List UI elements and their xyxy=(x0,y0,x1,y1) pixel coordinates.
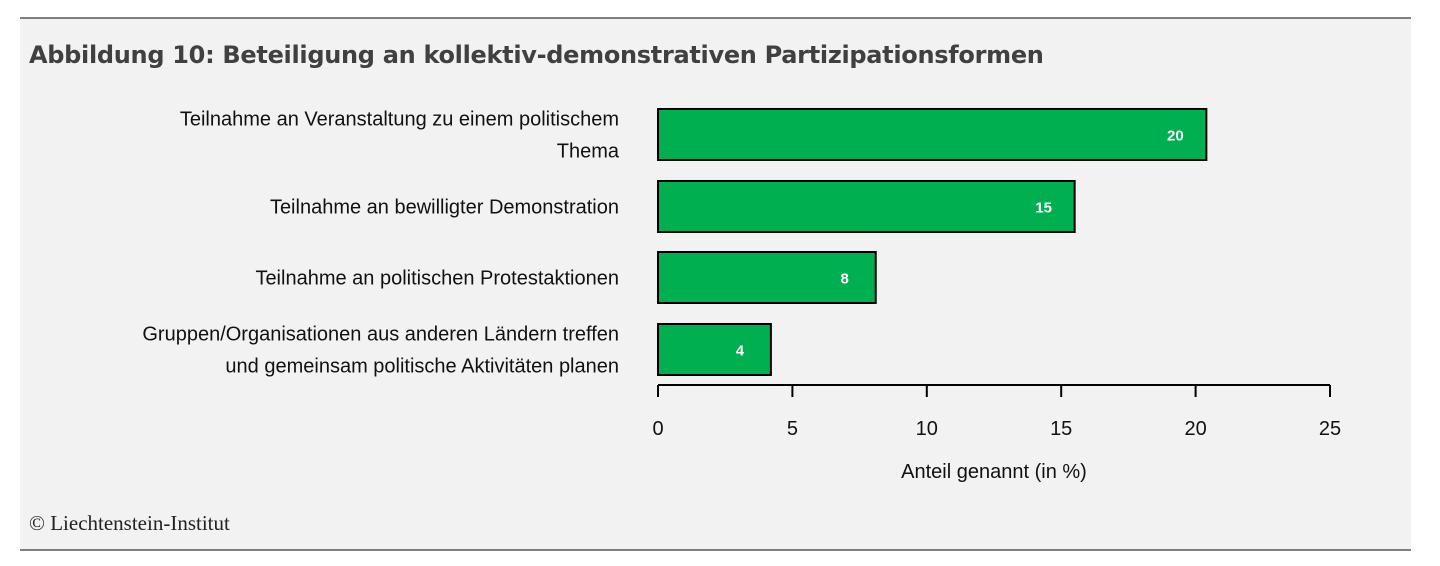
x-tick-label-5: 25 xyxy=(1319,418,1341,440)
x-tick-label-0: 0 xyxy=(652,418,663,440)
bar-1 xyxy=(657,180,1076,233)
bar-chart: 20 15 8 4 0 5 10 15 20 25 Anteil genannt (in %) T… xyxy=(142,108,1341,483)
copyright-notice: © Liechtenstein-Institut xyxy=(29,511,230,535)
x-tick-label-2: 10 xyxy=(916,418,938,440)
category-label-line: Teilnahme an bewilligter Demonstration xyxy=(270,197,619,219)
x-axis: 0 5 10 15 20 25 Anteil genannt (in %) xyxy=(652,384,1341,483)
category-label-line: Thema xyxy=(557,141,620,163)
figure-panel: Abbildung 10: Beteiligung an kollektiv-d… xyxy=(20,17,1411,551)
x-axis-title: Anteil genannt (in %) xyxy=(901,461,1087,483)
bar-value-label-0: 20 xyxy=(1167,128,1184,145)
category-label-1: Teilnahme an bewilligter Demonstration xyxy=(270,197,619,219)
bar-0 xyxy=(657,108,1208,161)
chart-title: Abbildung 10: Beteiligung an kollektiv-d… xyxy=(29,41,1044,69)
x-tick-label-3: 15 xyxy=(1050,418,1072,440)
category-labels: Teilnahme an Veranstaltung zu einem poli… xyxy=(142,109,620,378)
category-label-line: und gemeinsam politische Aktivitäten pla… xyxy=(225,356,619,378)
category-label-line: Teilnahme an Veranstaltung zu einem poli… xyxy=(180,109,619,131)
category-label-line: Gruppen/Organisationen aus anderen Lände… xyxy=(142,324,619,346)
bars-layer: 20 15 8 4 xyxy=(657,108,1208,376)
category-label-2: Teilnahme an politischen Protestaktionen xyxy=(255,268,619,290)
bar-value-label-2: 8 xyxy=(841,271,849,288)
category-label-line: Teilnahme an politischen Protestaktionen xyxy=(255,268,619,290)
x-tick-label-1: 5 xyxy=(787,418,798,440)
bar-value-label-3: 4 xyxy=(736,343,745,360)
category-label-3: Gruppen/Organisationen aus anderen Lände… xyxy=(142,324,619,378)
x-tick-label-4: 20 xyxy=(1184,418,1206,440)
category-label-0: Teilnahme an Veranstaltung zu einem poli… xyxy=(180,109,620,163)
bar-value-label-1: 15 xyxy=(1035,200,1052,217)
bar-2 xyxy=(657,251,877,304)
bar-3 xyxy=(657,323,772,376)
